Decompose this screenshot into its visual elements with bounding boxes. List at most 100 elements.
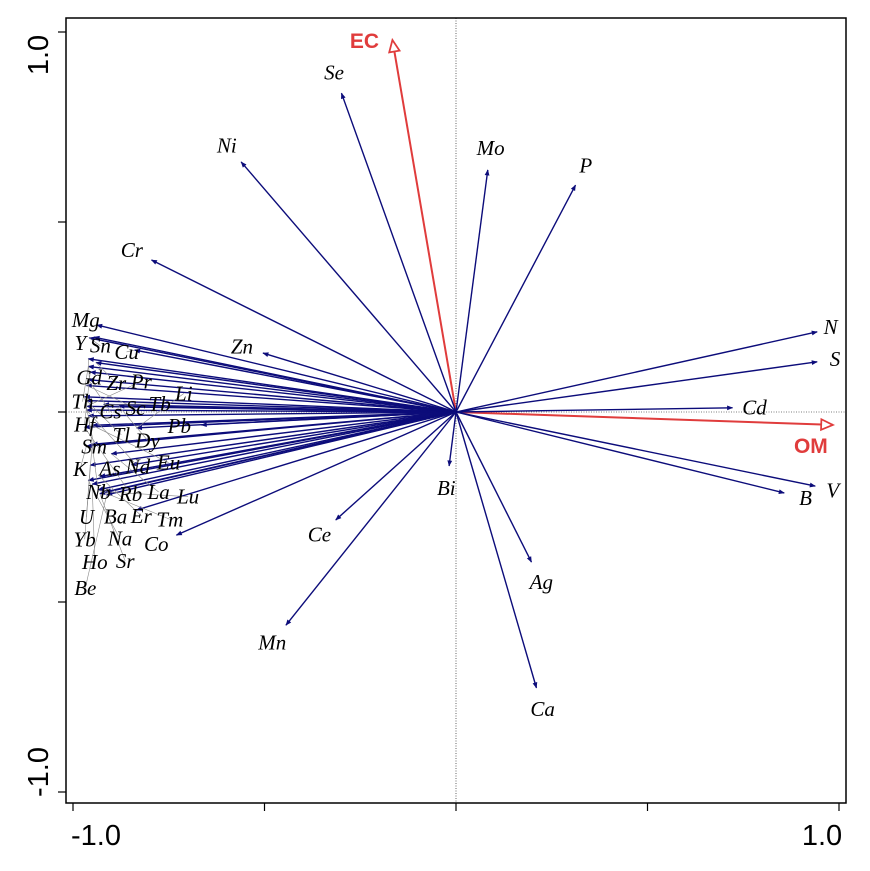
x-tick-label-max: 1.0 [802, 820, 842, 852]
species-arrow-ni [240, 161, 457, 413]
species-label-p: P [578, 154, 592, 178]
species-label-sn: Sn [90, 334, 111, 358]
species-label-bi: Bi [437, 476, 456, 500]
species-arrow-ca [455, 411, 538, 689]
label-leader-line [136, 393, 184, 429]
species-arrow-ba [136, 411, 457, 511]
species-label-nb: Nb [85, 480, 111, 504]
label-leader-line [84, 465, 91, 540]
species-arrow-nb [87, 411, 457, 419]
species-label-zn: Zn [231, 335, 253, 359]
species-label-se: Se [324, 60, 344, 84]
species-label-nd: Nd [125, 455, 151, 479]
species-arrow-s [455, 360, 818, 413]
species-arrow-li [135, 411, 457, 431]
species-arrow-ag [455, 411, 533, 563]
species-label-sc: Sc [126, 396, 147, 420]
species-arrow-zn [262, 352, 457, 413]
label-leader-line [88, 379, 111, 412]
species-arrow-zr [95, 360, 457, 413]
species-arrow-nd [85, 407, 457, 413]
y-tick-label-max: 1.0 [23, 35, 55, 75]
species-arrow-u [91, 411, 457, 447]
env-arrow-om [455, 411, 836, 432]
label-leader-line [88, 358, 90, 378]
species-arrow-sc [85, 383, 457, 413]
label-leader-line [99, 476, 142, 517]
species-label-u: U [79, 505, 96, 529]
label-leader-line [82, 366, 89, 402]
species-label-er: Er [130, 504, 153, 528]
label-leader-line [84, 427, 131, 494]
species-arrow-bi [447, 411, 457, 467]
label-leader-line [95, 362, 117, 384]
species-arrow-p [455, 184, 577, 413]
species-arrow-n [455, 330, 818, 413]
env-label-ec: EC [350, 30, 379, 53]
species-arrow-hf [89, 370, 457, 413]
species-arrow-cd [455, 405, 734, 413]
species-label-as: As [97, 456, 120, 480]
species-label-ni: Ni [216, 133, 237, 157]
label-leader-line [86, 400, 122, 436]
species-label-pb: Pb [167, 414, 191, 438]
env-label-om: OM [794, 435, 828, 458]
label-leader-line [85, 494, 107, 588]
species-label-li: Li [174, 382, 193, 406]
species-label-mo: Mo [476, 136, 505, 160]
species-arrow-tb [103, 402, 457, 413]
species-label-ba: Ba [104, 504, 127, 528]
label-leader-line [97, 489, 170, 520]
label-leader-line [86, 381, 142, 407]
label-leader-line [92, 425, 169, 463]
label-leader-line [79, 446, 87, 470]
species-label-mg: Mg [71, 308, 100, 332]
env-arrow-ec [388, 37, 457, 413]
label-leader-line [88, 415, 99, 493]
species-arrow-mn [285, 411, 457, 626]
species-label-y: Y [74, 331, 88, 355]
species-arrow-as [131, 411, 457, 467]
species-label-tm: Tm [156, 507, 183, 531]
label-leader-line [105, 491, 189, 497]
label-leader-line [118, 406, 148, 441]
species-label-dy: Dy [134, 428, 160, 452]
species-arrow-la [110, 411, 457, 456]
species-label-ho: Ho [81, 550, 108, 574]
species-label-cd: Cd [742, 395, 767, 419]
species-label-ca: Ca [530, 697, 555, 721]
species-arrow-na [87, 411, 457, 482]
species-arrow-b [455, 411, 785, 494]
species-label-cs: Cs [99, 400, 121, 424]
species-arrow-ce [335, 411, 457, 521]
species-label-yb: Yb [74, 527, 96, 551]
species-label-tb: Tb [149, 392, 171, 416]
species-label-zr: Zr [106, 371, 127, 395]
species-label-co: Co [144, 532, 169, 556]
species-label-gd: Gd [76, 366, 102, 390]
label-leader-line [99, 493, 126, 562]
species-label-be: Be [74, 576, 96, 600]
label-leader-line [111, 453, 159, 493]
species-label-sm: Sm [81, 434, 107, 458]
label-leader-line [86, 409, 139, 467]
species-label-hf: Hf [73, 412, 98, 436]
species-arrow-cu [134, 348, 457, 413]
species-label-sr: Sr [116, 549, 136, 573]
species-arrow-yb [89, 411, 457, 467]
y-tick-label-min: -1.0 [23, 747, 55, 797]
species-arrow-be [106, 411, 457, 496]
species-label-la: La [147, 480, 170, 504]
species-label-eu: Eu [156, 451, 180, 475]
species-arrow-th [87, 364, 457, 413]
species-label-cu: Cu [114, 340, 139, 364]
x-tick-label-min: -1.0 [71, 820, 121, 852]
species-arrow-se [340, 92, 457, 413]
species-label-mn: Mn [257, 630, 286, 654]
species-label-pr: Pr [130, 369, 153, 393]
species-label-ce: Ce [308, 523, 331, 547]
species-label-na: Na [107, 527, 133, 551]
label-leader-line [88, 480, 121, 539]
species-arrow-v [455, 411, 816, 488]
